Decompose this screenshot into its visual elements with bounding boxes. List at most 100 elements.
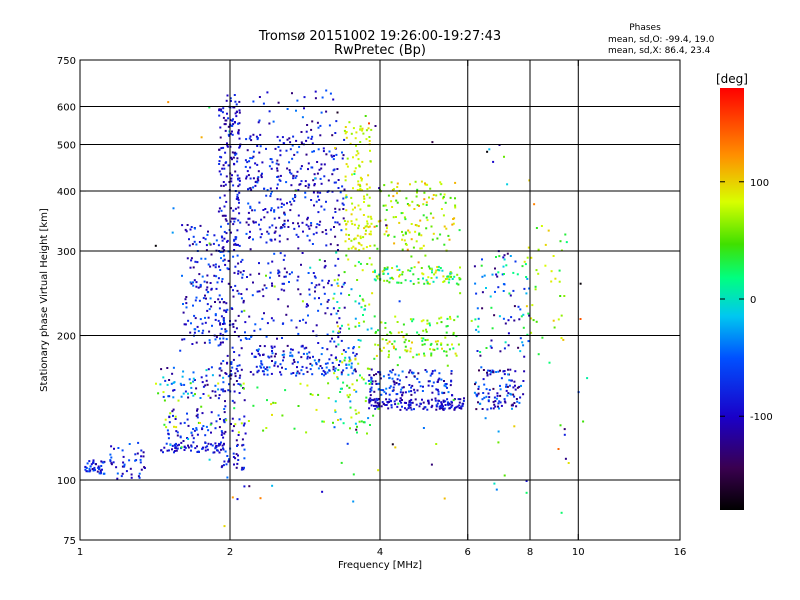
data-point	[361, 269, 364, 272]
data-point	[270, 207, 273, 210]
data-point	[449, 317, 452, 320]
data-point	[512, 289, 515, 292]
data-point	[426, 338, 429, 341]
data-point	[335, 356, 337, 359]
data-point	[406, 248, 409, 251]
data-point	[404, 338, 407, 341]
data-point	[208, 106, 211, 109]
data-point	[347, 323, 350, 326]
data-point	[404, 349, 407, 352]
data-point	[333, 340, 336, 343]
data-point	[242, 382, 245, 385]
data-point	[308, 239, 311, 242]
data-point	[402, 391, 405, 394]
data-point	[509, 294, 512, 297]
data-point	[208, 308, 211, 311]
data-point	[254, 355, 257, 358]
data-point	[431, 370, 434, 373]
data-point	[215, 445, 218, 447]
data-point	[236, 193, 239, 196]
data-point	[252, 177, 255, 180]
data-point	[338, 307, 341, 309]
data-point	[218, 374, 221, 377]
data-point	[392, 216, 395, 219]
data-point	[215, 336, 218, 339]
data-point	[437, 378, 440, 381]
data-point	[232, 325, 235, 328]
data-point	[214, 447, 217, 450]
data-point	[195, 341, 198, 344]
data-point	[276, 198, 279, 201]
data-point	[354, 357, 357, 360]
data-point	[507, 392, 510, 395]
data-point	[233, 94, 236, 96]
data-point	[208, 341, 211, 344]
data-point	[215, 446, 218, 449]
y-tick-label: 100	[57, 476, 76, 487]
data-point	[373, 390, 376, 393]
data-point	[268, 356, 271, 359]
data-point	[283, 222, 286, 225]
data-point	[210, 422, 213, 425]
data-point	[370, 217, 373, 220]
data-point	[172, 396, 175, 399]
data-point	[255, 365, 258, 368]
data-point	[261, 161, 264, 164]
data-point	[354, 264, 357, 267]
data-point	[234, 319, 237, 322]
data-point	[283, 267, 286, 270]
data-point	[207, 394, 210, 397]
data-point	[512, 393, 515, 396]
data-point	[422, 273, 425, 276]
data-point	[271, 284, 274, 287]
data-point	[409, 350, 412, 353]
data-point	[256, 137, 259, 139]
data-point	[290, 172, 293, 175]
data-point	[219, 337, 221, 340]
data-point	[187, 319, 190, 322]
data-point	[369, 160, 372, 163]
data-point	[252, 238, 254, 241]
data-point	[474, 381, 477, 384]
data-point	[138, 472, 141, 475]
data-point	[237, 206, 240, 209]
data-point	[193, 429, 196, 432]
data-point	[297, 351, 300, 354]
data-point	[257, 121, 260, 124]
data-point	[350, 196, 353, 199]
data-point	[258, 272, 261, 275]
data-point	[314, 90, 317, 93]
data-point	[344, 175, 347, 178]
data-point	[134, 459, 137, 462]
data-point	[175, 442, 177, 445]
data-point	[289, 354, 292, 357]
data-point	[385, 230, 388, 233]
data-point	[236, 157, 239, 160]
data-point	[226, 94, 229, 97]
data-point	[339, 418, 342, 421]
data-point	[334, 410, 337, 413]
data-point	[281, 366, 283, 369]
data-point	[257, 348, 260, 351]
data-point	[362, 214, 365, 216]
data-point	[236, 196, 239, 198]
data-point	[180, 384, 183, 386]
data-point	[429, 212, 432, 215]
data-point	[204, 257, 207, 260]
data-point	[513, 380, 516, 383]
data-point	[289, 351, 292, 354]
data-point	[366, 222, 369, 225]
data-point	[322, 369, 325, 372]
data-point	[325, 200, 327, 203]
data-point	[236, 462, 239, 465]
data-point	[253, 355, 256, 358]
data-point	[324, 264, 327, 267]
data-point	[235, 111, 238, 113]
data-point	[499, 394, 502, 397]
data-point	[477, 401, 479, 404]
data-point	[342, 422, 345, 425]
data-point	[370, 377, 373, 380]
data-point	[552, 255, 555, 257]
data-point	[274, 230, 277, 233]
data-point	[333, 279, 336, 282]
